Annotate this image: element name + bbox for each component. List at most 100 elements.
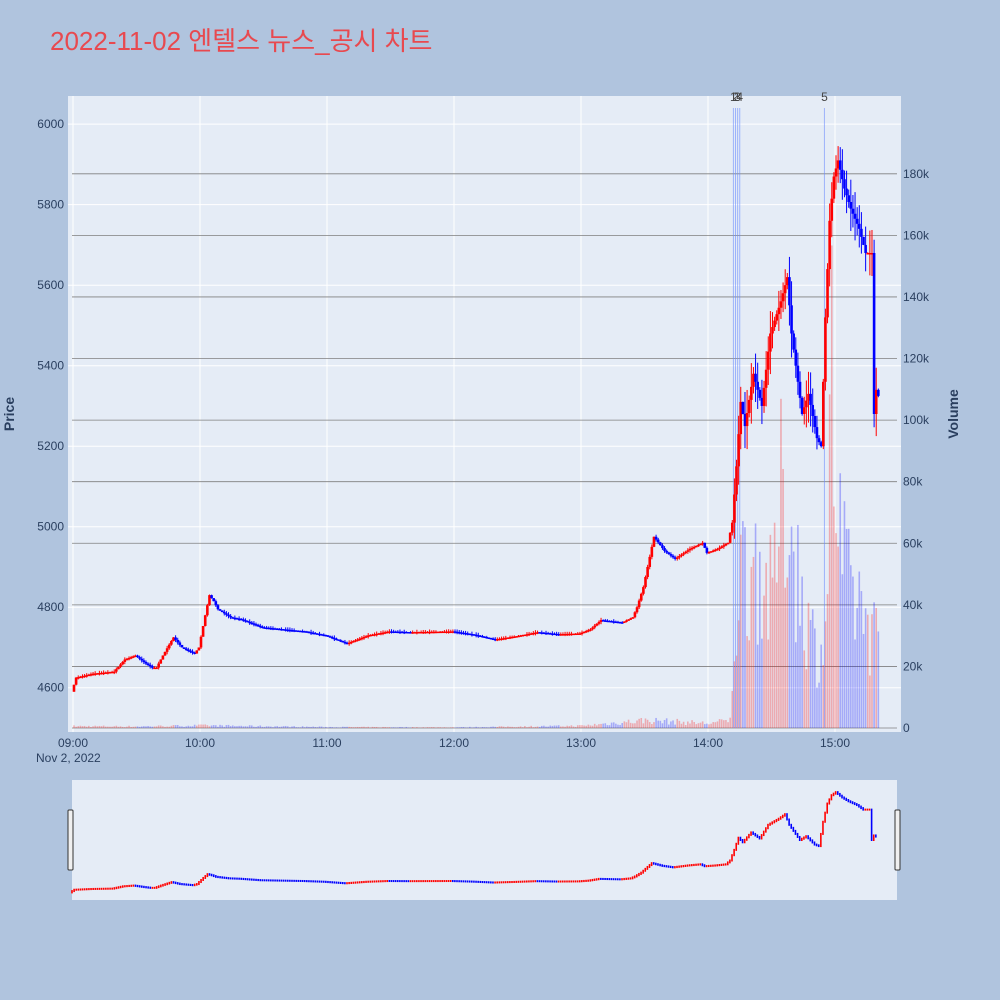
price-tick-label: 4600	[37, 681, 64, 695]
candle-body	[866, 252, 870, 255]
volume-bar	[223, 726, 226, 728]
candle-body	[176, 639, 180, 643]
candle-body	[599, 620, 603, 622]
candle-body	[781, 293, 785, 302]
price-axis: 4600 4800 5000 5200 5400 5600 5800 6000	[37, 117, 64, 695]
candle-body	[273, 628, 277, 630]
volume-bar	[763, 595, 765, 728]
volume-bar	[96, 726, 99, 728]
range-slider[interactable]	[67, 780, 901, 900]
candle-body	[673, 557, 677, 559]
volume-bar	[170, 725, 173, 728]
volume-bar	[90, 727, 92, 728]
volume-bar	[392, 727, 395, 728]
candle-body	[506, 637, 510, 639]
candle-body	[625, 620, 628, 622]
volume-bar	[737, 620, 740, 728]
volume-bar	[682, 721, 685, 728]
candle-body	[180, 644, 184, 648]
chart-title: 2022-11-02 엔텔스 뉴스_공시 차트	[50, 26, 432, 56]
range-slider-background[interactable]	[72, 780, 897, 900]
volume-bar	[348, 726, 350, 728]
candle-body	[115, 669, 118, 672]
volume-bar	[511, 726, 513, 728]
candle-body	[737, 434, 740, 467]
candle-body	[110, 671, 114, 674]
volume-bar	[149, 726, 151, 728]
candle-body	[222, 611, 226, 614]
volume-bar	[200, 724, 202, 728]
volume-bar	[566, 725, 568, 728]
volume-bar	[712, 722, 715, 728]
candle-body	[639, 593, 643, 601]
candle-body	[218, 609, 222, 611]
candle-body	[311, 632, 315, 635]
candle-body	[345, 642, 349, 645]
volume-bar	[227, 724, 230, 728]
candle-body	[95, 673, 99, 675]
candle-body	[574, 633, 577, 636]
candle-body	[836, 160, 840, 169]
volume-bar	[473, 727, 475, 728]
volume-bar	[606, 725, 609, 728]
candle-body	[832, 176, 836, 199]
candle-body	[72, 684, 76, 692]
candle-body	[508, 637, 512, 639]
volume-bar	[670, 721, 672, 728]
candle-body	[542, 632, 546, 635]
candle-body	[299, 630, 302, 633]
candle-body	[290, 629, 294, 632]
volume-bar	[378, 727, 380, 728]
candle-body	[766, 351, 770, 370]
volume-bar	[98, 725, 101, 728]
candle-body	[705, 547, 709, 553]
candle-body	[815, 427, 819, 439]
candle-body	[343, 641, 347, 644]
candle-body	[811, 404, 815, 417]
candle-body	[301, 630, 304, 633]
candle-body	[426, 631, 429, 634]
volume-bar	[862, 633, 865, 728]
candle-body	[275, 628, 279, 631]
candle-body	[220, 610, 224, 613]
volume-bar	[274, 726, 276, 728]
volume-bar	[100, 726, 103, 728]
candle-body	[381, 632, 385, 635]
candle-body	[74, 677, 78, 685]
candle-body	[614, 621, 618, 624]
candle-body	[489, 637, 493, 640]
candle-body	[373, 634, 376, 636]
range-slider-right-handle[interactable]	[894, 809, 901, 871]
volume-bar	[117, 726, 120, 728]
candle-body	[620, 622, 624, 624]
candle-body	[140, 658, 144, 661]
range-slider-left-handle[interactable]	[67, 809, 74, 871]
candle-body	[548, 633, 552, 635]
candle-body	[504, 637, 508, 640]
candle-body	[726, 542, 730, 545]
volume-bar	[820, 644, 822, 728]
candle-body	[294, 630, 298, 632]
candle-body	[642, 587, 645, 594]
volume-bar	[267, 726, 270, 728]
candle-body	[419, 631, 423, 634]
volume-bar	[428, 727, 431, 728]
volume-bar	[426, 727, 429, 728]
volume-bar	[695, 724, 698, 728]
volume-bar	[727, 722, 729, 728]
candle-body	[271, 628, 275, 630]
volume-bar	[346, 726, 348, 728]
candle-body	[864, 244, 867, 253]
y-axis-title: Price	[1, 397, 17, 431]
candle-body	[722, 545, 726, 547]
candle-body	[305, 631, 309, 633]
volume-bar	[234, 726, 236, 728]
volume-bar	[193, 724, 196, 728]
volume-bar	[790, 526, 793, 728]
volume-bar	[684, 724, 687, 728]
candle-body	[297, 630, 300, 633]
candle-body	[292, 630, 296, 632]
candle-body	[129, 657, 133, 659]
volume-bar	[714, 722, 717, 728]
volume-bar	[678, 720, 681, 728]
